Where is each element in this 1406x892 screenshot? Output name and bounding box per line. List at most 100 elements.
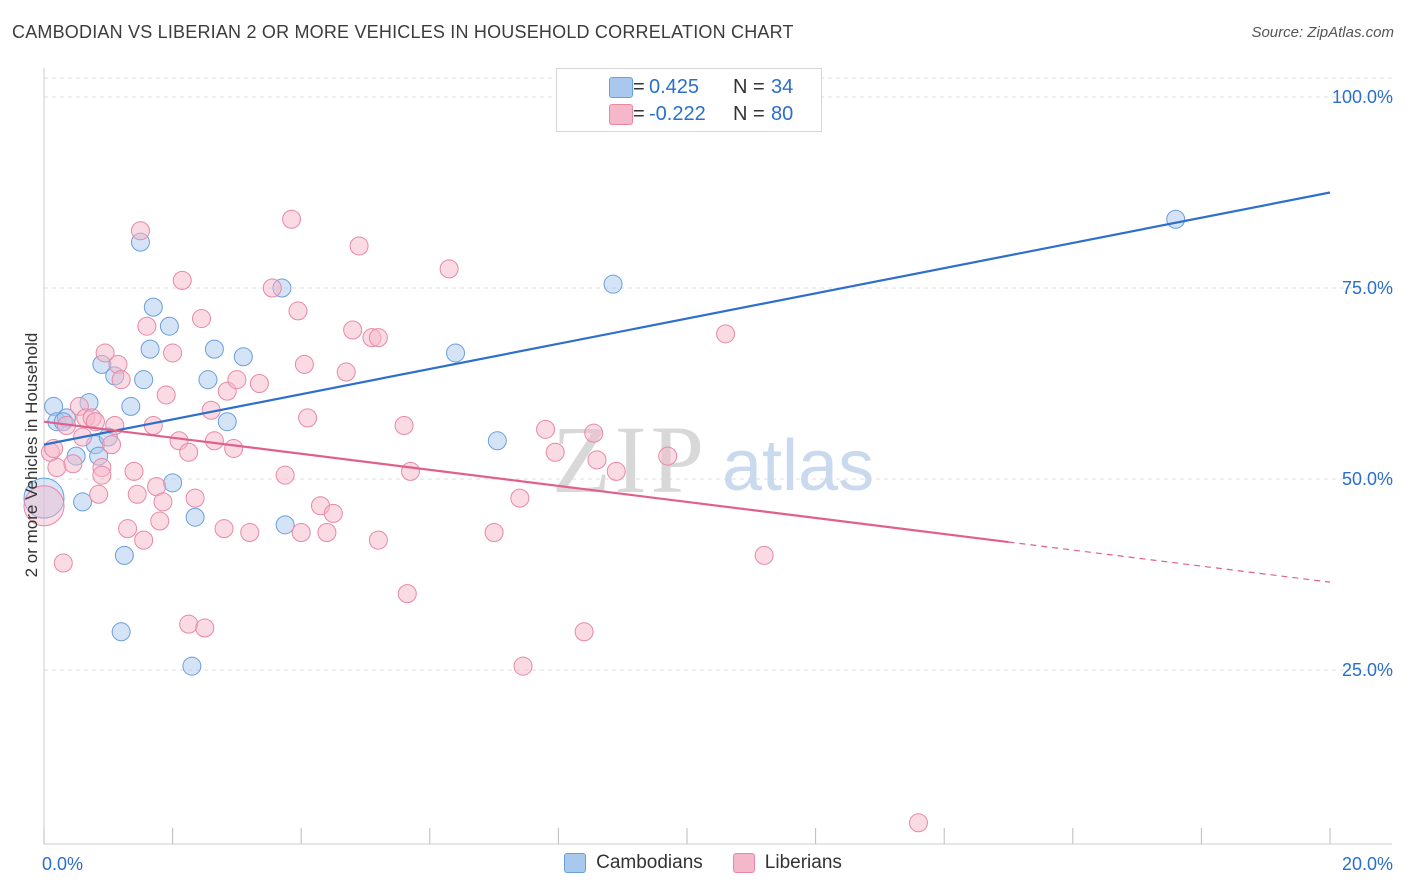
point-cambodian bbox=[185, 507, 205, 527]
point-liberian bbox=[195, 618, 215, 638]
point-liberian bbox=[111, 370, 131, 390]
point-cambodian bbox=[233, 347, 253, 367]
point-liberian bbox=[153, 492, 173, 512]
trendline-extension bbox=[1008, 541, 1331, 583]
n-label: N = bbox=[733, 102, 765, 125]
point-liberian bbox=[574, 622, 594, 642]
point-liberian bbox=[754, 545, 774, 565]
y-axis-label: 2 or more Vehicles in Household bbox=[22, 332, 41, 578]
point-liberian bbox=[63, 454, 83, 474]
point-liberian bbox=[214, 519, 234, 539]
point-liberian bbox=[291, 522, 311, 542]
point-liberian bbox=[127, 484, 147, 504]
point-liberian bbox=[545, 442, 565, 462]
point-liberian bbox=[262, 278, 282, 298]
point-liberian bbox=[156, 385, 176, 405]
point-cambodian bbox=[140, 339, 160, 359]
y-tick-label: 50.0% bbox=[1342, 469, 1393, 489]
point-cambodian bbox=[1166, 209, 1186, 229]
point-cambodian bbox=[487, 431, 507, 451]
point-liberian bbox=[95, 343, 115, 363]
legend-label: Cambodians bbox=[596, 852, 703, 873]
point-liberian bbox=[150, 511, 170, 531]
n-value: 80 bbox=[771, 102, 794, 125]
legend-item-liberians[interactable]: Liberians bbox=[732, 852, 842, 874]
point-cambodian bbox=[198, 370, 218, 390]
x-tick-label: 20.0% bbox=[1342, 854, 1393, 874]
point-liberian bbox=[397, 584, 417, 604]
watermark-atlas: atlas bbox=[722, 426, 874, 506]
point-cambodian bbox=[73, 492, 93, 512]
stats-row-cambodians: R = 0.425 N = 34 bbox=[583, 75, 793, 99]
point-liberian bbox=[185, 488, 205, 508]
stats-row-liberians: R = -0.222 N = 80 bbox=[583, 102, 793, 126]
point-liberian bbox=[179, 614, 199, 634]
point-cambodian bbox=[163, 473, 183, 493]
point-liberian bbox=[92, 465, 112, 485]
source-credit: Source: ZipAtlas.com bbox=[1251, 24, 1394, 41]
point-liberian bbox=[124, 461, 144, 481]
point-cambodian bbox=[446, 343, 466, 363]
r-value: -0.222 bbox=[649, 102, 706, 125]
point-liberian bbox=[294, 354, 314, 374]
point-liberian bbox=[606, 461, 626, 481]
point-liberian bbox=[298, 408, 318, 428]
n-label: N = bbox=[733, 75, 765, 98]
point-liberian bbox=[192, 309, 212, 329]
point-liberian bbox=[394, 416, 414, 436]
x-tick-label: 0.0% bbox=[42, 854, 83, 874]
stats-legend: R = 0.425 N = 34 R = -0.222 N = 80 bbox=[556, 68, 822, 132]
point-liberian bbox=[134, 530, 154, 550]
legend-swatch-blue bbox=[564, 853, 587, 873]
point-cambodian bbox=[121, 396, 141, 416]
point-liberian bbox=[343, 320, 363, 340]
point-liberian bbox=[323, 503, 343, 523]
point-cambodian bbox=[603, 274, 623, 294]
point-liberian bbox=[658, 446, 678, 466]
watermark-zip: ZIP bbox=[552, 406, 708, 513]
point-liberian bbox=[118, 519, 138, 539]
axes-layer bbox=[43, 68, 1392, 845]
series-legend: Cambodians Liberians bbox=[0, 852, 1406, 874]
point-liberian bbox=[130, 221, 150, 241]
point-cambodian bbox=[114, 545, 134, 565]
chart-title: CAMBODIAN VS LIBERIAN 2 OR MORE VEHICLES… bbox=[12, 22, 794, 42]
point-liberian bbox=[89, 484, 109, 504]
point-cambodian bbox=[204, 339, 224, 359]
point-liberian bbox=[240, 522, 260, 542]
point-liberian bbox=[47, 458, 67, 478]
point-liberian bbox=[102, 435, 122, 455]
point-cambodian bbox=[134, 370, 154, 390]
r-value: 0.425 bbox=[649, 75, 700, 98]
grid-layer bbox=[44, 77, 1392, 671]
point-liberian bbox=[288, 301, 308, 321]
point-liberian bbox=[224, 438, 244, 458]
point-liberian bbox=[368, 328, 388, 348]
point-liberian bbox=[249, 374, 269, 393]
point-liberian bbox=[23, 485, 65, 527]
point-liberian bbox=[401, 461, 421, 481]
point-cambodian bbox=[159, 316, 179, 336]
legend-swatch-pink bbox=[609, 104, 633, 125]
n-value: 34 bbox=[771, 75, 794, 98]
point-liberian bbox=[317, 522, 337, 542]
points-layer bbox=[23, 209, 1186, 833]
point-cambodian bbox=[182, 656, 202, 676]
legend-swatch-pink bbox=[732, 853, 755, 873]
point-cambodian bbox=[111, 622, 131, 642]
point-cambodian bbox=[275, 515, 295, 535]
trend-layer bbox=[43, 191, 1331, 583]
point-liberian bbox=[53, 553, 73, 573]
point-liberian bbox=[587, 450, 607, 470]
point-liberian bbox=[172, 270, 192, 290]
legend-swatch-blue bbox=[609, 77, 633, 98]
legend-item-cambodians[interactable]: Cambodians bbox=[564, 852, 703, 874]
point-liberian bbox=[137, 316, 157, 336]
point-liberian bbox=[282, 209, 302, 229]
y-tick-label: 25.0% bbox=[1342, 660, 1393, 680]
trendline-liberians bbox=[43, 420, 1009, 544]
point-cambodian bbox=[143, 297, 163, 317]
point-liberian bbox=[227, 370, 247, 390]
trendline-cambodians bbox=[43, 191, 1331, 446]
